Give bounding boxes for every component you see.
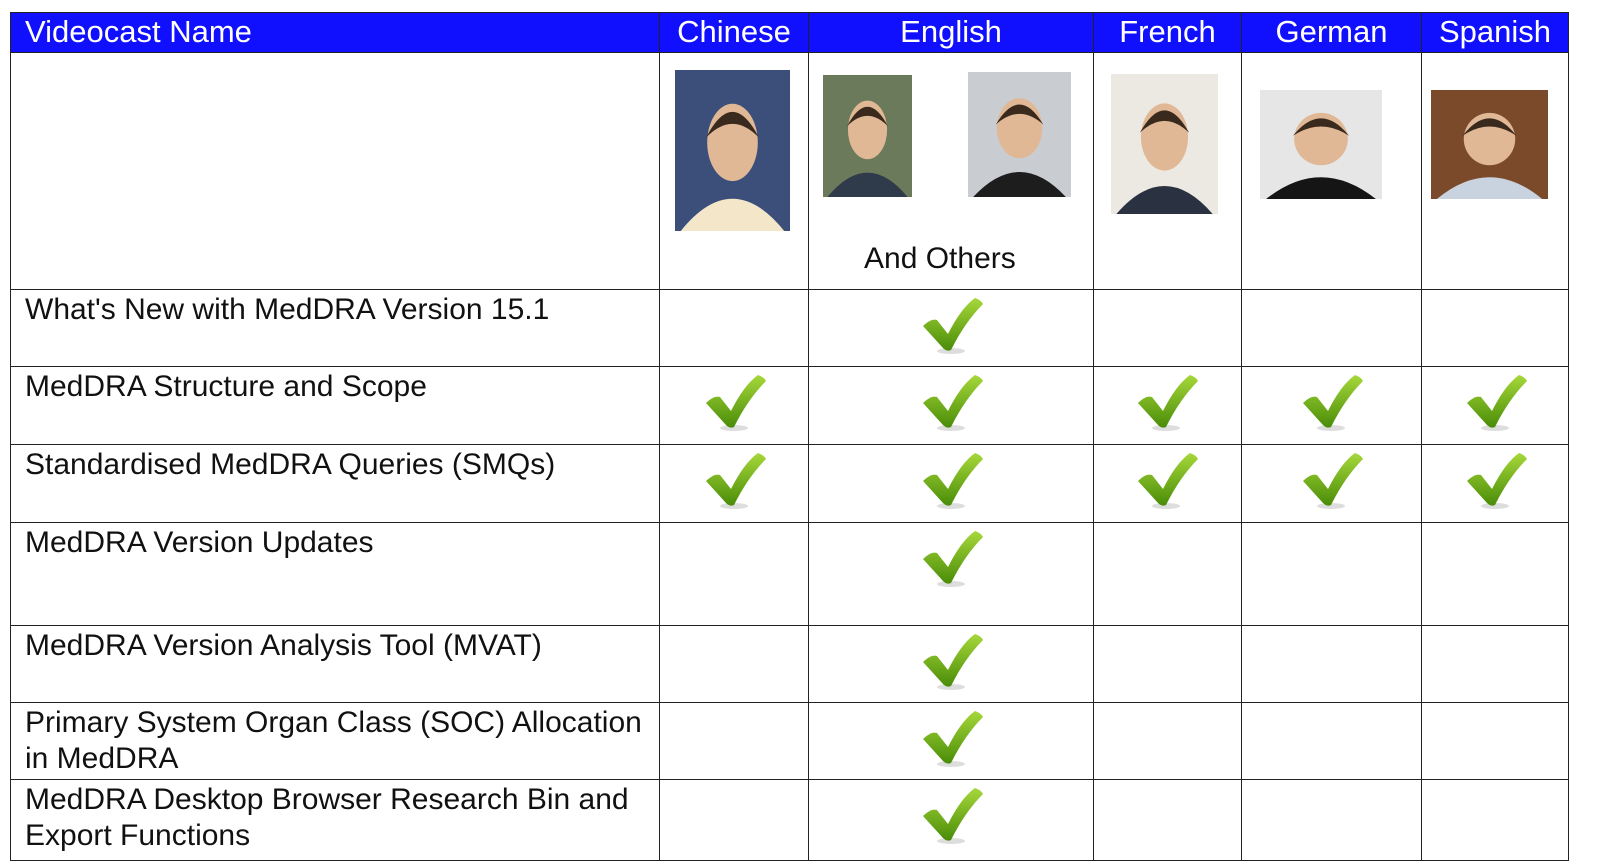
row-cell [659,522,809,626]
row-name: Standardised MedDRA Queries (SMQs) [10,444,660,523]
checkmark [923,788,983,844]
row-name: MedDRA Desktop Browser Research Bin and … [10,779,660,861]
checkmark [923,634,983,690]
header-cell: Chinese [659,12,809,53]
header-cell: French [1093,12,1242,53]
row-cell [1093,522,1242,626]
row-cell [659,702,809,780]
portrait [1260,90,1382,199]
checkmark [1303,453,1363,509]
row-name: MedDRA Version Updates [10,522,660,626]
row-name: MedDRA Version Analysis Tool (MVAT) [10,625,660,703]
checkmark [706,453,766,509]
portrait [1431,90,1548,199]
row-cell [1093,625,1242,703]
row-cell [1421,625,1569,703]
row-name: What's New with MedDRA Version 15.1 [10,289,660,367]
row-name: MedDRA Structure and Scope [10,366,660,445]
row-cell [1421,522,1569,626]
checkmark [923,298,983,354]
portrait [1111,74,1218,214]
photo-cell [10,52,660,290]
photo-caption: And Others [864,242,1016,275]
checkmark [923,531,983,587]
row-cell [1093,779,1242,861]
header-cell: Videocast Name [10,12,660,53]
row-cell [1241,522,1422,626]
row-cell [1241,289,1422,367]
checkmark [1303,375,1363,431]
checkmark [923,711,983,767]
header-cell: Spanish [1421,12,1569,53]
row-cell [1421,702,1569,780]
checkmark [1467,375,1527,431]
portrait [968,72,1071,197]
row-cell [659,289,809,367]
row-cell [1093,289,1242,367]
portrait [675,70,790,231]
row-cell [1241,779,1422,861]
checkmark [923,375,983,431]
header-cell: German [1241,12,1422,53]
row-name: Primary System Organ Class (SOC) Allocat… [10,702,660,780]
checkmark [1138,453,1198,509]
checkmark [923,453,983,509]
row-cell [1093,702,1242,780]
row-cell [1241,702,1422,780]
row-cell [1421,289,1569,367]
checkmark [1467,453,1527,509]
row-cell [659,625,809,703]
row-cell [1241,625,1422,703]
header-cell: English [808,12,1094,53]
row-cell [659,779,809,861]
checkmark [706,375,766,431]
portrait [823,75,912,197]
checkmark [1138,375,1198,431]
row-cell [1421,779,1569,861]
